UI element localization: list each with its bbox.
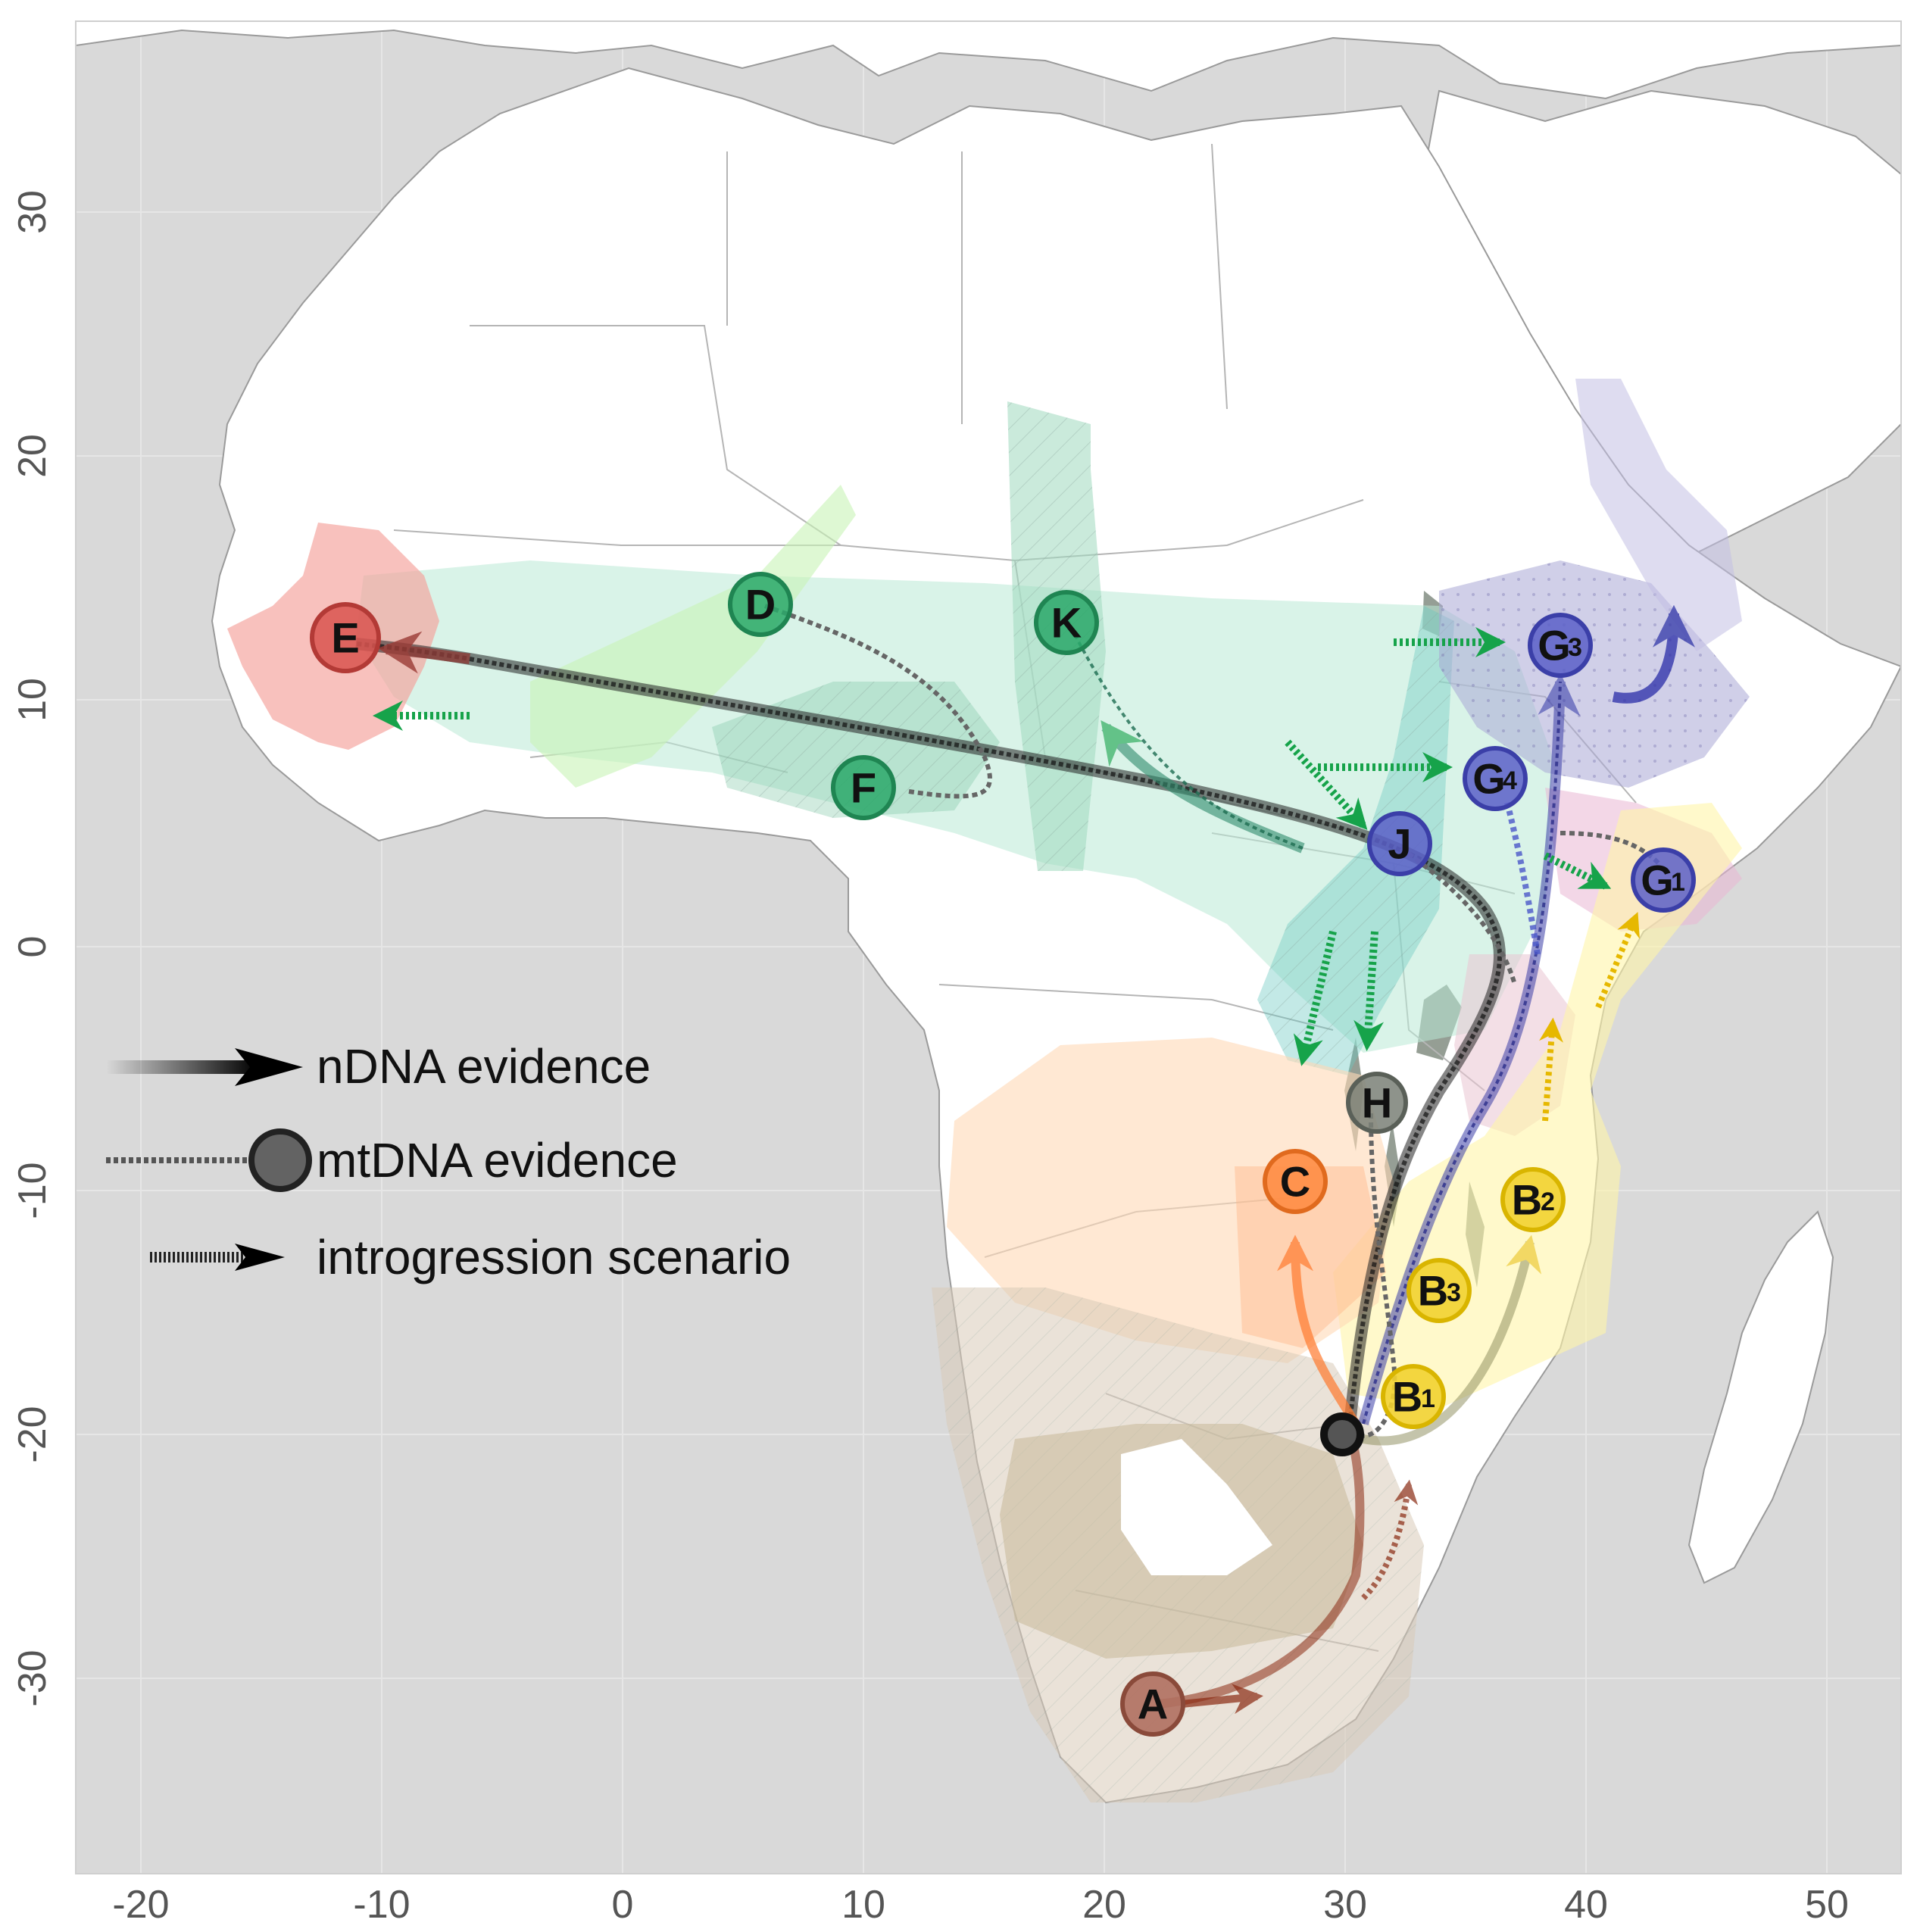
x-axis-ticks: -20 -10 0 10 20 30 40 50 bbox=[112, 1883, 1849, 1927]
node-G1-sub: 1 bbox=[1671, 868, 1685, 897]
intro-green-to-J bbox=[1285, 739, 1368, 830]
ndna-path-west-head bbox=[377, 631, 470, 674]
intro-green-down-1 bbox=[1293, 930, 1337, 1066]
path-G4-down bbox=[1504, 802, 1541, 955]
y-tick: 30 bbox=[11, 190, 55, 234]
x-tick: 0 bbox=[612, 1883, 634, 1927]
legend-introgression: introgression scenario bbox=[150, 1230, 791, 1284]
path-A-head bbox=[1181, 1684, 1263, 1715]
y-tick: 10 bbox=[11, 678, 55, 722]
range-light-green-D bbox=[530, 485, 856, 788]
y-tick: -30 bbox=[11, 1650, 55, 1706]
path-J-to-H bbox=[1400, 846, 1517, 985]
node-B1[interactable]: B 1 bbox=[1381, 1364, 1446, 1429]
node-F[interactable]: F bbox=[831, 755, 896, 820]
node-E-label: E bbox=[331, 614, 359, 662]
legend-ndna-label: nDNA evidence bbox=[317, 1039, 651, 1094]
intro-green-to-G1 bbox=[1543, 852, 1612, 890]
node-G4-label: G bbox=[1472, 755, 1506, 803]
node-J[interactable]: J bbox=[1367, 811, 1432, 876]
x-tick: -10 bbox=[353, 1883, 410, 1927]
node-A[interactable]: A bbox=[1120, 1671, 1185, 1737]
node-B1-label: B bbox=[1392, 1373, 1422, 1421]
x-tick: 20 bbox=[1082, 1883, 1126, 1927]
node-K-label: K bbox=[1051, 599, 1082, 647]
plot-frame bbox=[75, 20, 1902, 1874]
path-A-up bbox=[1158, 1437, 1365, 1709]
node-G3[interactable]: G 3 bbox=[1528, 613, 1593, 678]
node-G3-label: G bbox=[1538, 622, 1571, 669]
node-B3[interactable]: B 3 bbox=[1407, 1258, 1472, 1323]
range-orange-C bbox=[947, 1038, 1394, 1363]
path-B-intro-2 bbox=[1595, 912, 1640, 1009]
path-to-B2 bbox=[1362, 1234, 1542, 1446]
node-E[interactable]: E bbox=[310, 602, 381, 673]
legend-mtdna-node bbox=[248, 1128, 312, 1192]
path-up-to-G3-dash bbox=[1362, 681, 1562, 1425]
ndna-path-west bbox=[355, 638, 1506, 1440]
node-D[interactable]: D bbox=[728, 572, 793, 637]
node-B3-label: B bbox=[1418, 1267, 1448, 1315]
node-F-label: F bbox=[851, 764, 876, 812]
path-to-C bbox=[1277, 1234, 1360, 1427]
node-G1[interactable]: G 1 bbox=[1631, 847, 1696, 913]
y-tick: 20 bbox=[11, 434, 55, 478]
node-G4[interactable]: G 4 bbox=[1463, 746, 1528, 811]
x-tick: 10 bbox=[841, 1883, 885, 1927]
path-H-down bbox=[1346, 1113, 1397, 1438]
x-tick: -20 bbox=[112, 1883, 169, 1927]
node-B3-sub: 3 bbox=[1447, 1278, 1461, 1307]
node-B2-label: B bbox=[1512, 1176, 1542, 1224]
node-G1-label: G bbox=[1641, 857, 1674, 904]
legend-introgression-label: introgression scenario bbox=[317, 1230, 791, 1284]
origin-node bbox=[1320, 1412, 1364, 1456]
node-C[interactable]: C bbox=[1263, 1149, 1328, 1214]
node-H-label: H bbox=[1362, 1079, 1392, 1127]
y-tick: -20 bbox=[11, 1406, 55, 1462]
node-J-label: J bbox=[1388, 820, 1411, 868]
node-B2-sub: 2 bbox=[1541, 1188, 1555, 1216]
y-tick: -10 bbox=[11, 1162, 55, 1219]
y-axis-ticks: 30 20 10 0 -10 -20 -30 bbox=[11, 190, 55, 1707]
x-tick: 40 bbox=[1564, 1883, 1608, 1927]
legend-ndna-arrowhead bbox=[235, 1048, 303, 1086]
europe-landmass bbox=[76, 21, 1901, 100]
legend-introgression-arrowhead bbox=[235, 1244, 285, 1271]
kalahari-hole bbox=[1121, 1439, 1272, 1575]
legend-ndna-line bbox=[106, 1060, 258, 1074]
node-B1-sub: 1 bbox=[1421, 1384, 1435, 1413]
range-blue-ne bbox=[1575, 379, 1742, 651]
legend: nDNA evidence mtDNA evidence introgressi… bbox=[106, 1039, 791, 1284]
x-tick: 30 bbox=[1323, 1883, 1367, 1927]
legend-mtdna-label: mtDNA evidence bbox=[317, 1133, 678, 1188]
node-G3-sub: 3 bbox=[1568, 633, 1582, 662]
path-center-to-K bbox=[1101, 720, 1305, 854]
path-G3-to-NE bbox=[1612, 604, 1695, 704]
path-K-dash bbox=[1066, 620, 1303, 850]
intro-green-down-2 bbox=[1353, 931, 1385, 1051]
path-B-intro-1 bbox=[1539, 1017, 1563, 1122]
node-G4-sub: 4 bbox=[1503, 766, 1517, 795]
path-A-intro bbox=[1361, 1479, 1419, 1600]
node-K[interactable]: K bbox=[1034, 590, 1099, 655]
y-tick: 0 bbox=[11, 936, 55, 958]
legend-mtdna: mtDNA evidence bbox=[106, 1128, 678, 1192]
range-yellow-east bbox=[1333, 803, 1742, 1409]
node-C-label: C bbox=[1280, 1158, 1310, 1206]
range-J-hatch bbox=[1257, 606, 1454, 1075]
node-H[interactable]: H bbox=[1346, 1072, 1408, 1134]
x-tick: 50 bbox=[1805, 1883, 1849, 1927]
node-A-label: A bbox=[1138, 1681, 1168, 1728]
legend-ndna: nDNA evidence bbox=[106, 1039, 651, 1094]
node-D-label: D bbox=[745, 581, 776, 629]
madagascar-landmass bbox=[1688, 1210, 1834, 1584]
node-B2[interactable]: B 2 bbox=[1500, 1167, 1566, 1232]
